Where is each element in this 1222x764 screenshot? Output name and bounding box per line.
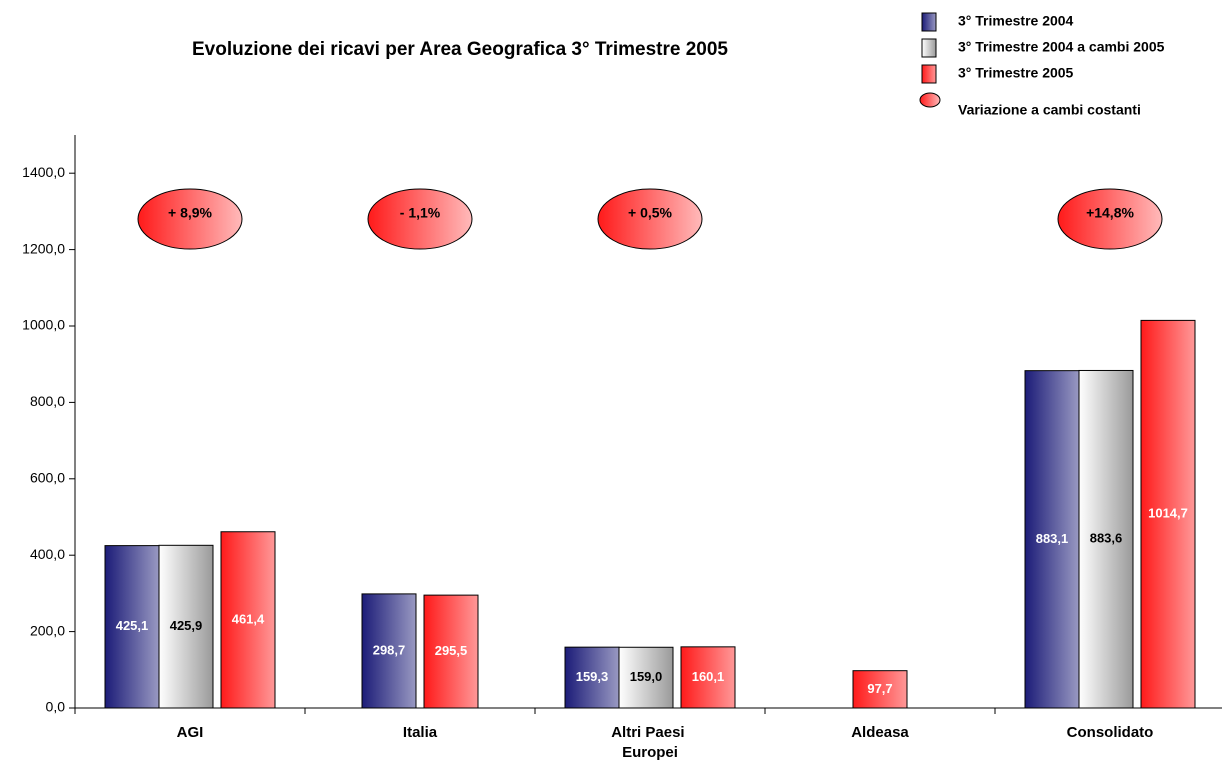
x-tick-label: Aldeasa: [851, 724, 909, 741]
legend-label: Variazione a cambi costanti: [958, 102, 1141, 118]
bar: [423, 594, 479, 709]
bar: [220, 531, 276, 709]
variation-label: + 8,9%: [168, 205, 213, 221]
value-label: 159,3: [576, 669, 609, 684]
bar: [1024, 370, 1080, 709]
bar: [1140, 319, 1196, 709]
value-label: 461,4: [232, 611, 265, 626]
value-label: 883,6: [1090, 531, 1123, 546]
legend-label: 3° Trimestre 2004: [958, 13, 1074, 29]
bar: [1078, 369, 1134, 709]
x-tick-label: AGI: [177, 724, 204, 741]
chart-title: Evoluzione dei ricavi per Area Geografic…: [192, 39, 728, 60]
bar: [361, 593, 417, 709]
y-tick-label: 200,0: [30, 622, 65, 638]
legend-label: 3° Trimestre 2005: [958, 65, 1074, 81]
y-tick-label: 600,0: [30, 470, 65, 486]
value-label: 425,1: [116, 618, 149, 633]
x-tick-label: Altri Paesi Europei: [611, 724, 689, 761]
y-tick-label: 0,0: [46, 699, 66, 715]
value-label: 160,1: [692, 669, 725, 684]
y-tick-label: 1000,0: [22, 317, 65, 333]
value-label: 425,9: [170, 618, 203, 633]
value-label: 97,7: [867, 681, 892, 696]
legend-swatch: [921, 12, 937, 32]
variation-bubble: [367, 188, 473, 250]
variation-bubble: [597, 188, 703, 250]
bar: [852, 670, 908, 709]
variation-label: + 0,5%: [628, 205, 673, 221]
value-label: 883,1: [1036, 531, 1069, 546]
bar: [618, 646, 674, 709]
value-label: 1014,7: [1148, 506, 1188, 521]
bar: [564, 646, 620, 709]
bar: [158, 544, 214, 709]
y-tick-label: 800,0: [30, 393, 65, 409]
value-label: 159,0: [630, 669, 663, 684]
variation-label: - 1,1%: [400, 205, 441, 221]
variation-label: +14,8%: [1086, 205, 1134, 221]
legend-swatch: [921, 64, 937, 84]
legend-swatch: [921, 38, 937, 58]
bar: [104, 545, 160, 709]
variation-bubble: [137, 188, 243, 250]
y-tick-label: 400,0: [30, 546, 65, 562]
y-tick-label: 1400,0: [22, 164, 65, 180]
legend-label: 3° Trimestre 2004 a cambi 2005: [958, 39, 1165, 55]
legend-swatch: [919, 92, 941, 108]
value-label: 295,5: [435, 643, 468, 658]
bar: [680, 646, 736, 709]
y-tick-label: 1200,0: [22, 240, 65, 256]
x-tick-label: Consolidato: [1067, 724, 1154, 741]
value-label: 298,7: [373, 642, 406, 657]
variation-bubble: [1057, 188, 1163, 250]
x-tick-label: Italia: [403, 724, 438, 741]
